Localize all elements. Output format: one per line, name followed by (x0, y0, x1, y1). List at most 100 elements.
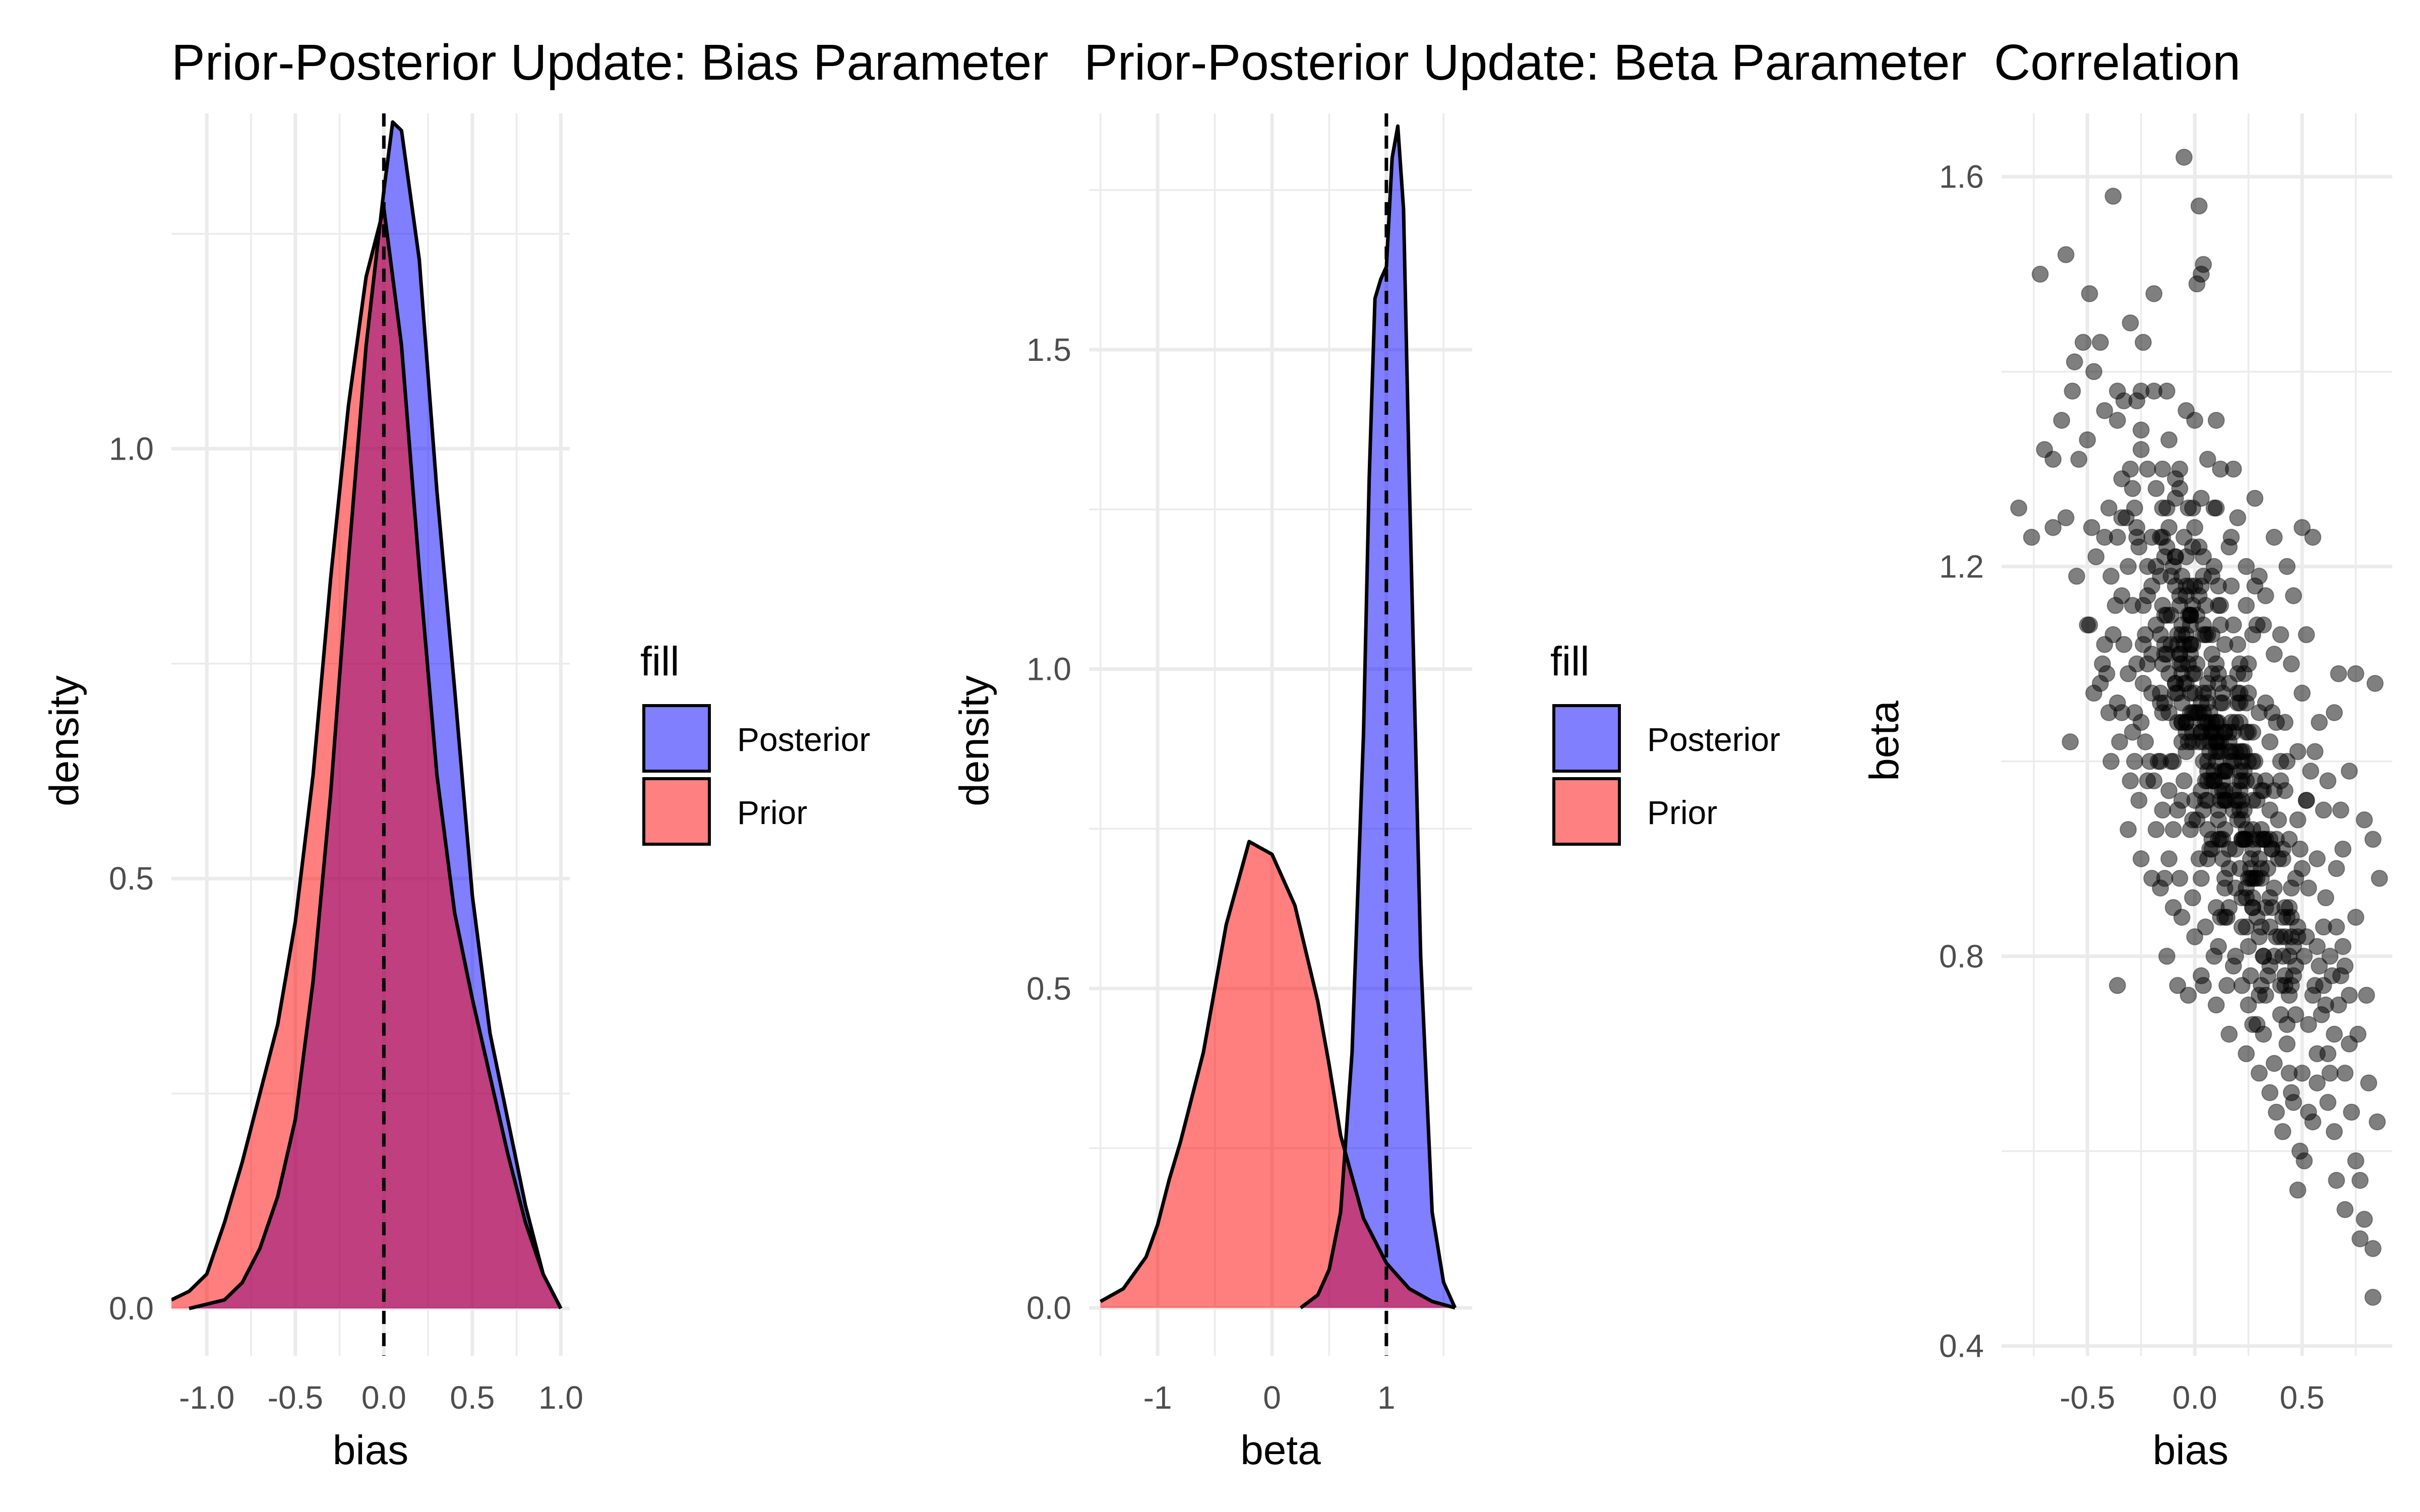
panel-1-legend-key-posterior (642, 704, 711, 773)
scatter-point (2102, 568, 2120, 585)
density-area-posterior (1300, 126, 1455, 1308)
scatter-point (2237, 772, 2255, 790)
scatter-point (2276, 782, 2294, 799)
scatter-point (2164, 821, 2182, 838)
panel-1-legend-label-prior: Prior (737, 794, 807, 831)
density-outline-prior (1099, 840, 1456, 1310)
scatter-point (2229, 811, 2247, 829)
scatter-point (2332, 967, 2349, 984)
scatter-point (2229, 636, 2247, 653)
scatter-point (2085, 684, 2103, 702)
scatter-point (2104, 187, 2122, 205)
scatter-point (2300, 1103, 2317, 1121)
scatter-point (2364, 1240, 2382, 1257)
scatter-point (2326, 704, 2343, 721)
panel-1-x-tick-labels: -1.0 -0.5 0.0 0.5 1.0 (179, 1379, 583, 1416)
x-tick-label: -1 (1143, 1379, 1172, 1416)
scatter-point (2257, 587, 2274, 604)
scatter-point (2319, 1045, 2337, 1062)
scatter-point (2280, 986, 2298, 1004)
scatter-point (2175, 149, 2193, 166)
scatter-point (2160, 782, 2178, 799)
scatter-point (2062, 733, 2079, 750)
scatter-point (2139, 772, 2156, 790)
panel-2-density-areas (1099, 124, 1457, 1310)
scatter-point (2315, 918, 2332, 936)
scatter-point (2351, 1230, 2369, 1247)
scatter-point (2295, 948, 2313, 965)
y-tick-label: 1.5 (1026, 332, 1071, 368)
panel-3-x-axis-label: bias (2153, 1427, 2228, 1473)
scatter-point (2319, 1094, 2337, 1111)
scatter-point (2193, 489, 2210, 507)
scatter-point (2139, 558, 2156, 575)
scatter-point (2347, 665, 2365, 682)
scatter-point (2195, 616, 2212, 634)
scatter-point (2085, 363, 2103, 381)
panel-3-scatter-points (2010, 149, 2388, 1306)
scatter-point (2244, 723, 2262, 741)
y-tick-label: 0.0 (1026, 1290, 1071, 1326)
scatter-point (2152, 568, 2169, 585)
scatter-point (2169, 626, 2187, 644)
scatter-point (2233, 977, 2251, 994)
scatter-point (2278, 1035, 2296, 1053)
scatter-point (2175, 529, 2193, 546)
scatter-point (2184, 811, 2201, 829)
scatter-point (2212, 597, 2229, 614)
scatter-point (2171, 869, 2189, 887)
scatter-point (2124, 597, 2141, 614)
panel-1-legend-title: fill (640, 639, 679, 684)
scatter-point (2053, 412, 2071, 429)
scatter-point (2108, 412, 2126, 429)
panel-1-y-tick-labels: 0.0 0.5 1.0 (109, 430, 154, 1327)
scatter-point (2122, 772, 2139, 790)
panel-1-y-axis-label: density (41, 675, 87, 806)
scatter-point (2328, 860, 2345, 877)
scatter-point (2193, 782, 2210, 799)
scatter-point (2261, 801, 2279, 819)
panel-3-y-axis-label: beta (1861, 701, 1907, 781)
scatter-point (2222, 577, 2240, 595)
scatter-point (2166, 577, 2184, 595)
scatter-point (2205, 558, 2223, 575)
scatter-point (2057, 246, 2075, 264)
scatter-point (2031, 266, 2049, 283)
scatter-point (2158, 383, 2175, 400)
scatter-point (2188, 655, 2206, 673)
x-tick-label: 0.5 (450, 1379, 495, 1416)
scatter-point (2160, 850, 2178, 867)
scatter-point (2317, 889, 2334, 907)
scatter-point (2115, 392, 2133, 410)
scatter-point (2309, 850, 2326, 867)
scatter-point (2272, 752, 2289, 770)
scatter-point (2199, 850, 2216, 867)
scatter-point (2347, 1152, 2365, 1170)
scatter-point (2306, 977, 2324, 994)
scatter-point (2300, 1016, 2317, 1033)
scatter-point (2289, 743, 2307, 761)
scatter-point (2351, 1172, 2369, 1189)
scatter-point (2237, 1045, 2255, 1062)
density-outline-posterior (189, 120, 563, 1310)
scatter-point (2297, 792, 2315, 809)
panel-1-density-areas (171, 120, 563, 1310)
scatter-point (2291, 840, 2309, 858)
scatter-point (2300, 879, 2317, 897)
scatter-point (2289, 1181, 2307, 1199)
x-tick-label: 1 (1377, 1379, 1396, 1416)
scatter-point (2220, 1026, 2238, 1043)
scatter-point (2214, 850, 2231, 867)
scatter-point (2326, 1026, 2343, 1043)
scatter-point (2328, 1172, 2345, 1189)
scatter-point (2364, 831, 2382, 848)
scatter-point (2218, 763, 2236, 780)
scatter-point (2272, 626, 2289, 644)
scatter-point (2104, 626, 2122, 644)
scatter-point (2205, 499, 2223, 517)
scatter-point (2231, 694, 2249, 712)
scatter-point (2143, 529, 2161, 546)
scatter-point (2315, 801, 2332, 819)
scatter-point (2066, 353, 2083, 370)
scatter-point (2334, 938, 2352, 955)
